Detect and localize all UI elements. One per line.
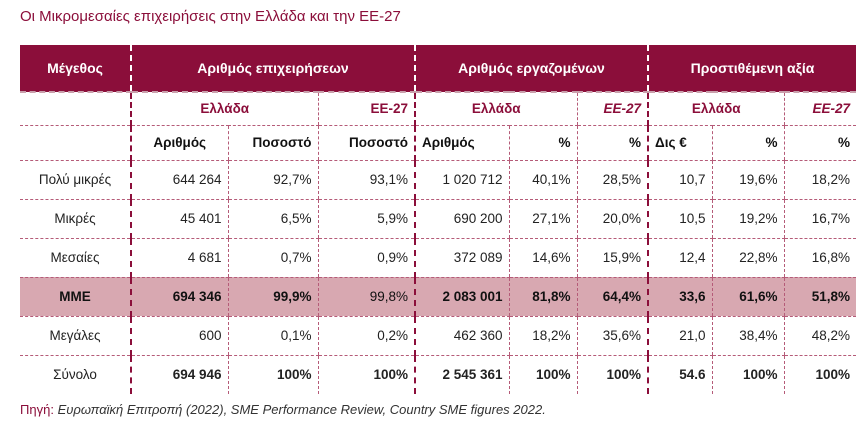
source-label: Πηγή: [20, 402, 54, 417]
col-header: % [576, 125, 648, 161]
table-cell: 16,8% [783, 238, 856, 278]
header-region-greece: Ελλάδα [647, 92, 784, 126]
table-cell: 15,9% [576, 238, 648, 278]
header-row-regions: Ελλάδα ΕΕ-27 Ελλάδα ΕΕ-27 Ελλάδα ΕΕ-27 [20, 92, 856, 126]
table-cell: 10,5 [647, 199, 712, 239]
table-cell: 100% [783, 355, 856, 394]
table-cell: 27,1% [508, 199, 577, 239]
table-cell: 2 083 001 [414, 277, 509, 317]
table-cell: 61,6% [711, 277, 784, 317]
header-region-eu27: ΕΕ-27 [783, 92, 856, 126]
table-cell: 12,4 [647, 238, 712, 278]
header-row-columns: Αριθμός Ποσοστό Ποσοστό Αριθμός % % Δις … [20, 125, 856, 161]
table-cell: 33,6 [647, 277, 712, 317]
row-label: Μεγάλες [20, 316, 131, 356]
table-cell: 64,4% [576, 277, 648, 317]
table-cell: 100% [317, 355, 415, 394]
col-header: Αριθμός [130, 125, 228, 161]
table-cell: 6,5% [227, 199, 318, 239]
header-size: Μέγεθος [20, 45, 131, 93]
table-cell: 5,9% [317, 199, 415, 239]
table-cell: 19,6% [711, 160, 784, 200]
sme-table: Μέγεθος Αριθμός επιχειρήσεων Αριθμός εργ… [20, 45, 856, 394]
table-row: Μεγάλες 600 0,1% 0,2% 462 360 18,2% 35,6% 21,0 3… [20, 316, 856, 356]
header-region-greece: Ελλάδα [130, 92, 318, 126]
table-cell: 48,2% [783, 316, 856, 356]
table-cell: 51,8% [783, 277, 856, 317]
table-row: Πολύ μικρές 644 264 92,7% 93,1% 1 020 712 40,… [20, 160, 856, 200]
table-cell: 0,1% [227, 316, 318, 356]
table-cell: 18,2% [783, 160, 856, 200]
row-label: Πολύ μικρές [20, 160, 131, 200]
table-cell: 99,8% [317, 277, 415, 317]
header-region-eu27: ΕΕ-27 [317, 92, 415, 126]
source-text: Ευρωπαϊκή Επιτροπή (2022), SME Performan… [53, 402, 546, 417]
header-empty [20, 125, 131, 161]
col-header: % [783, 125, 856, 161]
table-cell: 19,2% [711, 199, 784, 239]
col-header: % [508, 125, 577, 161]
table-cell: 0,2% [317, 316, 415, 356]
source-note: Πηγή: Ευρωπαϊκή Επιτροπή (2022), SME Per… [20, 402, 546, 417]
table-cell: 600 [130, 316, 228, 356]
header-group-employees: Αριθμός εργαζομένων [414, 45, 648, 93]
col-header: % [711, 125, 784, 161]
table-cell: 10,7 [647, 160, 712, 200]
table-row: Σύνολο 694 946 100% 100% 2 545 361 100% 100% 54… [20, 355, 856, 394]
header-region-greece: Ελλάδα [414, 92, 577, 126]
table-cell: 81,8% [508, 277, 577, 317]
table-cell: 18,2% [508, 316, 577, 356]
table-cell: 462 360 [414, 316, 509, 356]
table-cell: 54.6 [647, 355, 712, 394]
table-row: ΜΜΕ 694 346 99,9% 99,8% 2 083 001 81,8% 64,4% 3… [20, 277, 856, 317]
table-row: Μικρές 45 401 6,5% 5,9% 690 200 27,1% 20,0% 10,… [20, 199, 856, 239]
table-title: Οι Μικρομεσαίες επιχειρήσεις στην Ελλάδα… [20, 8, 401, 25]
col-header: Ποσοστό [227, 125, 318, 161]
table-cell: 4 681 [130, 238, 228, 278]
row-label: Μεσαίες [20, 238, 131, 278]
table-cell: 28,5% [576, 160, 648, 200]
table-cell: 45 401 [130, 199, 228, 239]
table-cell: 100% [576, 355, 648, 394]
table-cell: 35,6% [576, 316, 648, 356]
header-group-enterprises: Αριθμός επιχειρήσεων [130, 45, 415, 93]
table-cell: 100% [508, 355, 577, 394]
row-label: Μικρές [20, 199, 131, 239]
table-cell: 694 346 [130, 277, 228, 317]
col-header: Ποσοστό [317, 125, 415, 161]
table-cell: 40,1% [508, 160, 577, 200]
table-cell: 372 089 [414, 238, 509, 278]
table-cell: 100% [227, 355, 318, 394]
table-cell: 93,1% [317, 160, 415, 200]
table-cell: 1 020 712 [414, 160, 509, 200]
header-row-groups: Μέγεθος Αριθμός επιχειρήσεων Αριθμός εργ… [20, 45, 856, 93]
table-cell: 100% [711, 355, 784, 394]
table-cell: 99,9% [227, 277, 318, 317]
table-cell: 0,7% [227, 238, 318, 278]
table-cell: 644 264 [130, 160, 228, 200]
table-cell: 92,7% [227, 160, 318, 200]
table-cell: 2 545 361 [414, 355, 509, 394]
row-label: Σύνολο [53, 367, 97, 383]
table-cell: 38,4% [711, 316, 784, 356]
header-empty [20, 92, 131, 126]
col-header: Αριθμός [414, 125, 509, 161]
row-label: ΜΜΕ [20, 277, 131, 317]
table-row: Μεσαίες 4 681 0,7% 0,9% 372 089 14,6% 15,9% 12,… [20, 238, 856, 278]
table-cell: 20,0% [576, 199, 648, 239]
header-region-eu27: ΕΕ-27 [576, 92, 648, 126]
table-cell: 694 946 [130, 355, 228, 394]
table-cell: 22,8% [711, 238, 784, 278]
table-cell: 0,9% [317, 238, 415, 278]
table-cell: 690 200 [414, 199, 509, 239]
header-group-value-added: Προστιθέμενη αξία [647, 45, 856, 93]
table-cell: 16,7% [783, 199, 856, 239]
col-header: Δις € [647, 125, 712, 161]
table-cell: 21,0 [647, 316, 712, 356]
table-cell: 14,6% [508, 238, 577, 278]
